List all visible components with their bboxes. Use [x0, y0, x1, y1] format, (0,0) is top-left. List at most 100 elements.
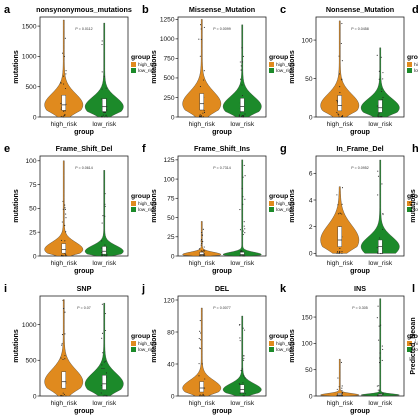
- panel-title: In_Frame_Del: [336, 144, 383, 153]
- data-point: [376, 105, 378, 107]
- data-point: [103, 361, 105, 363]
- data-point: [201, 242, 203, 245]
- legend-title: group: [269, 333, 288, 340]
- data-point: [106, 109, 108, 111]
- data-point: [381, 90, 383, 93]
- box-high_risk: [337, 226, 342, 247]
- violin-high_risk: [320, 20, 360, 118]
- data-point: [339, 247, 341, 250]
- data-point: [62, 392, 64, 394]
- data-point: [65, 70, 67, 72]
- data-point: [337, 213, 339, 215]
- legend-swatch-low_risk: [131, 347, 136, 352]
- violin-low_risk: [222, 159, 262, 257]
- data-point: [202, 79, 204, 81]
- data-point: [242, 382, 244, 384]
- data-point: [199, 348, 202, 350]
- data-point: [65, 253, 67, 255]
- violin-high_risk: [320, 358, 360, 397]
- data-point: [239, 78, 242, 80]
- data-point: [61, 334, 64, 336]
- data-point: [336, 251, 339, 253]
- legend-label-high_risk: high_risk: [138, 62, 158, 68]
- data-point: [382, 392, 384, 394]
- data-point: [242, 230, 244, 232]
- x-axis-title: group: [212, 129, 232, 136]
- data-point: [242, 196, 244, 198]
- y-tick-label: 75: [29, 182, 37, 189]
- violin-high_risk: [182, 19, 222, 118]
- data-point: [204, 395, 206, 397]
- p-value: P = 0.305: [352, 306, 367, 310]
- data-point: [378, 116, 380, 118]
- data-point: [376, 247, 378, 249]
- data-point: [63, 55, 65, 58]
- data-point: [381, 88, 383, 90]
- x-tick-label: high_risk: [189, 121, 216, 128]
- data-point: [65, 213, 67, 215]
- data-point: [242, 176, 244, 178]
- data-point: [199, 395, 201, 397]
- data-point: [198, 337, 200, 340]
- legend-swatch-low_risk: [407, 68, 412, 73]
- data-point: [240, 370, 242, 372]
- data-point: [242, 255, 244, 257]
- panel-title: Missense_Mutation: [189, 5, 255, 14]
- box-low_risk: [102, 98, 107, 112]
- data-point: [105, 329, 107, 332]
- data-point: [243, 221, 245, 223]
- data-point: [244, 198, 246, 200]
- data-point: [382, 228, 384, 230]
- data-point: [102, 215, 104, 217]
- x-tick-label: low_risk: [230, 121, 255, 128]
- y-axis-title: mutations: [410, 189, 417, 223]
- y-axis-title: mutations: [13, 329, 20, 363]
- p-value: P = 0.0458: [351, 27, 368, 31]
- data-point: [104, 312, 106, 315]
- x-tick-label: low_risk: [230, 260, 255, 267]
- panel-letter: j: [141, 283, 145, 295]
- legend-label-low_risk: low_risk: [414, 347, 418, 353]
- legend-title: group: [269, 54, 288, 61]
- box-high_risk: [199, 381, 204, 393]
- data-point: [376, 385, 378, 387]
- legend-swatch-low_risk: [131, 207, 136, 212]
- legend-swatch-low_risk: [407, 347, 412, 352]
- panel-letter: h: [412, 143, 418, 155]
- data-point: [64, 37, 66, 39]
- panel-letter: d: [412, 4, 418, 16]
- data-point: [376, 317, 378, 319]
- y-tick-label: 0: [171, 393, 175, 400]
- data-point: [382, 214, 384, 216]
- data-point: [60, 357, 62, 359]
- data-point: [199, 332, 202, 334]
- data-point: [203, 110, 205, 112]
- data-point: [337, 377, 339, 379]
- panel-e: e Frame_Shift_Del 0 25 50 75 100 mutations P = 0…: [4, 143, 158, 275]
- data-point: [63, 393, 65, 395]
- y-axis-title: mutations: [289, 189, 296, 223]
- legend-label-high_risk: high_risk: [414, 201, 418, 207]
- legend-label-low_risk: low_risk: [276, 207, 294, 213]
- data-point: [199, 114, 201, 116]
- data-point: [377, 305, 379, 307]
- data-point: [379, 357, 381, 359]
- data-point: [378, 78, 380, 80]
- data-point: [238, 114, 241, 116]
- box-high_risk: [61, 243, 66, 254]
- panel-title: Frame_Shift_Del: [56, 144, 113, 153]
- p-value: P = 0.0614: [75, 166, 92, 170]
- data-point: [101, 88, 103, 90]
- panel-j: j DEL 0 40 80 120 mutations P = 0.0077 high_risk…: [141, 283, 296, 415]
- plot-area: [39, 155, 129, 257]
- data-point: [242, 115, 245, 117]
- y-tick-label: 120: [163, 297, 174, 304]
- legend-swatch-low_risk: [131, 68, 136, 73]
- legend-swatch-high_risk: [131, 341, 136, 346]
- x-tick-label: high_risk: [51, 260, 78, 267]
- data-point: [61, 344, 63, 346]
- data-point: [101, 364, 103, 366]
- y-tick-label: 1000: [22, 322, 37, 329]
- data-point: [104, 111, 106, 113]
- panel-f: f Frame_Shift_Ins 0 25 50 75 100 125 mutations P …: [142, 143, 296, 275]
